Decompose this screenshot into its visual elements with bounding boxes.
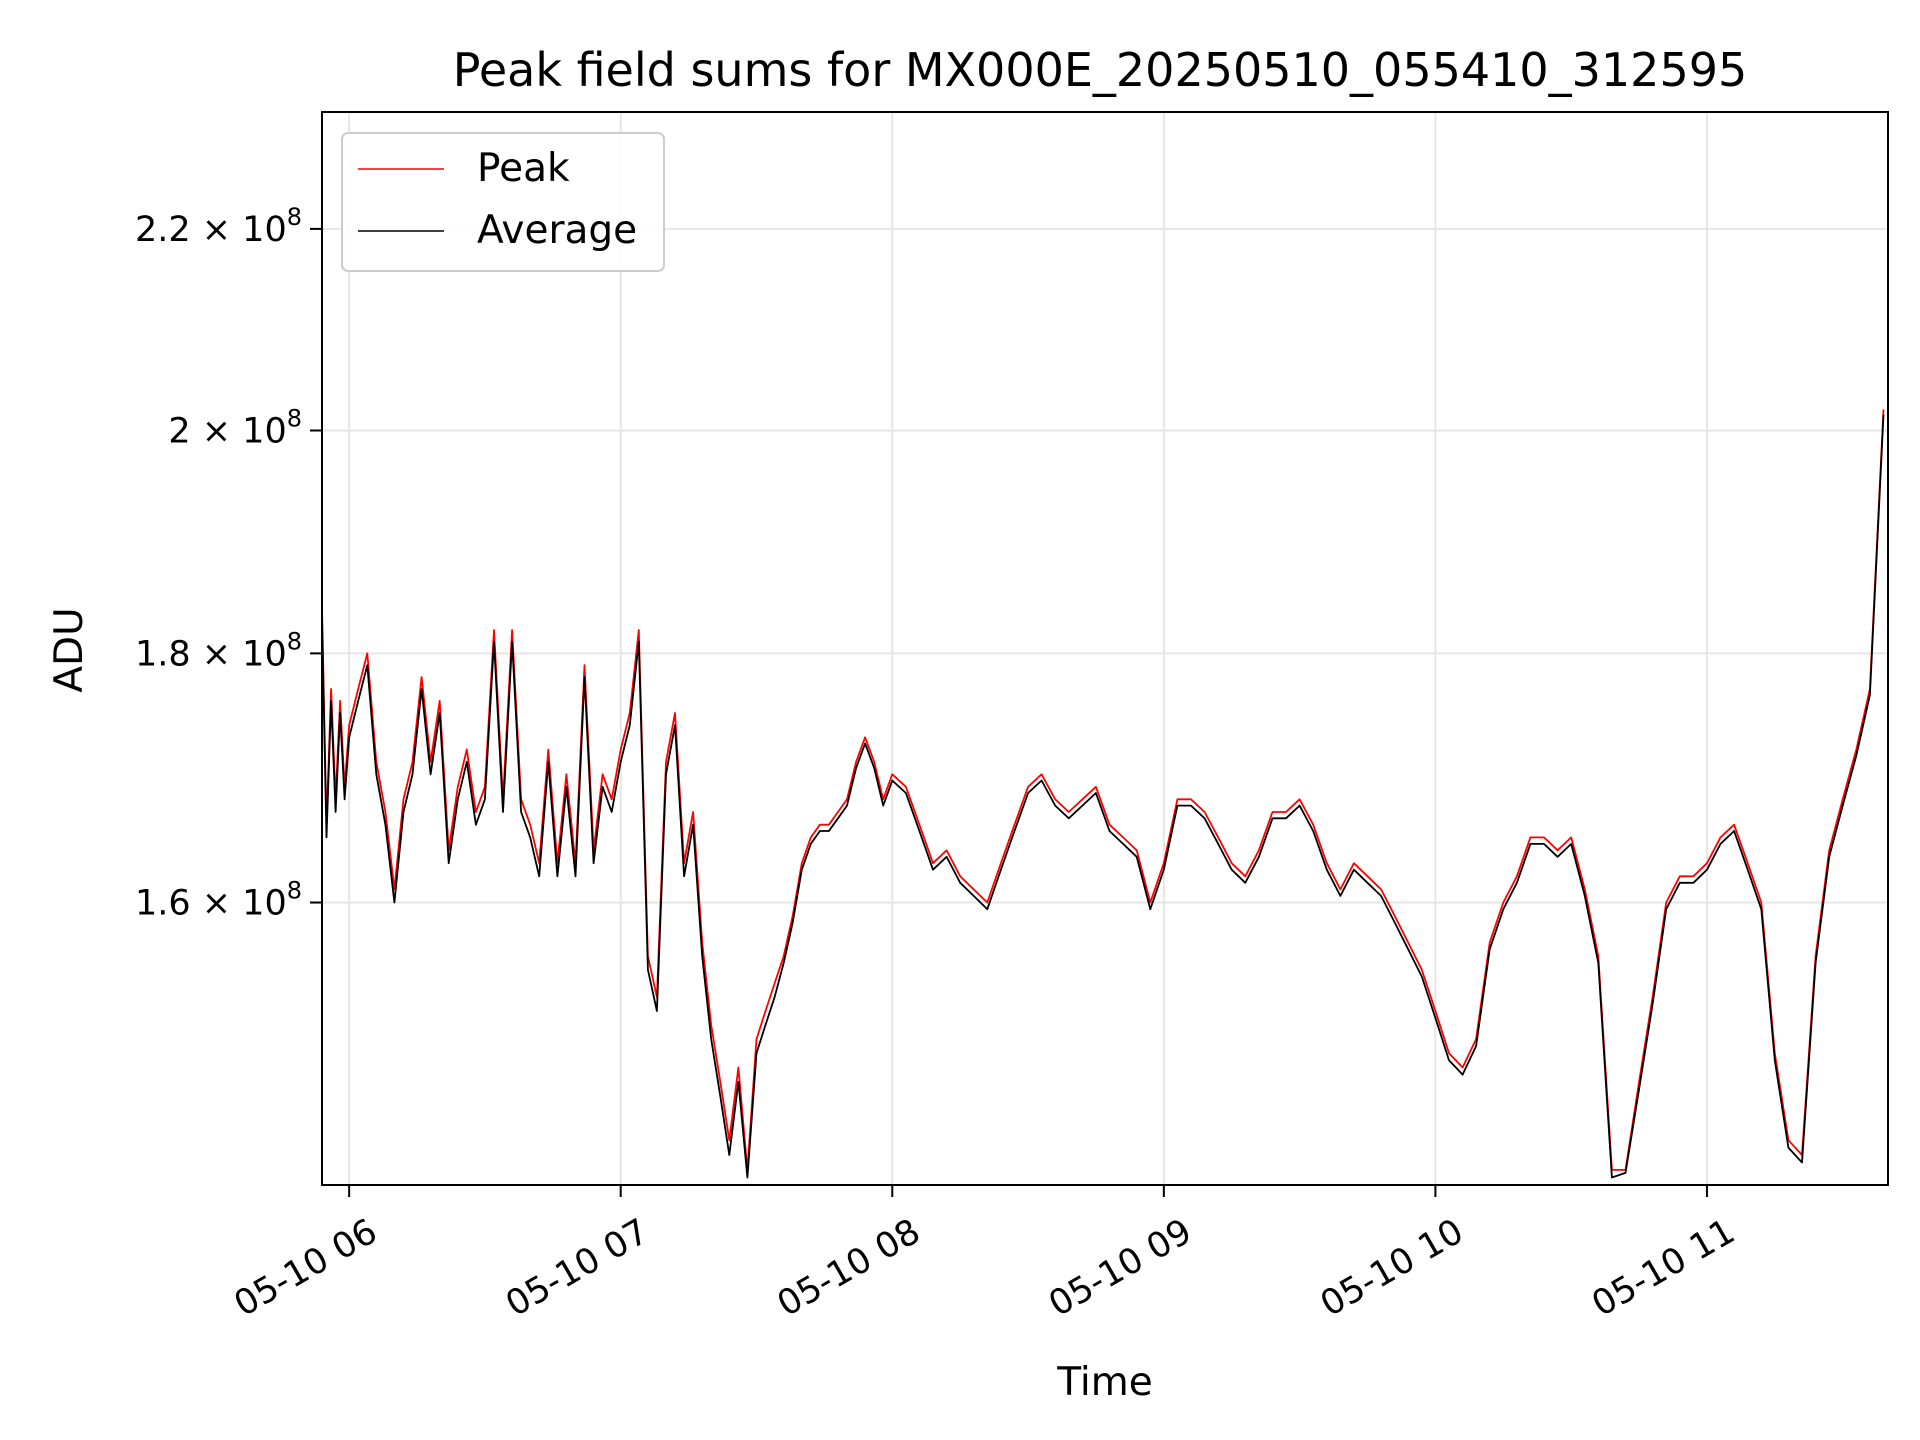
x-axis-label: Time	[1056, 1360, 1152, 1405]
x-tick-label: 05-10 10	[1314, 1212, 1470, 1325]
chart-title: Peak field sums for MX000E_20250510_0554…	[453, 43, 1748, 97]
legend-label-average: Average	[477, 208, 637, 253]
y-tick-label: 2 × 108	[168, 405, 302, 452]
y-tick-label: 2.2 × 108	[135, 203, 302, 250]
series-line-peak	[322, 409, 1885, 1171]
grid-lines	[322, 112, 1888, 1185]
y-tick-label: 1.6 × 108	[135, 877, 302, 924]
y-axis-ticks: 1.6 × 108 1.8 × 108 2 × 108 2.2 × 108	[135, 203, 322, 924]
plot-area-frame	[321, 111, 1889, 1186]
legend: Peak Average	[341, 132, 665, 272]
x-tick-label: 05-10 07	[499, 1212, 655, 1325]
y-axis-label: ADU	[47, 607, 92, 692]
legend-label-peak: Peak	[477, 146, 570, 191]
series-layer	[322, 409, 1885, 1179]
x-tick-label: 05-10 08	[771, 1212, 927, 1325]
x-tick-label: 05-10 06	[228, 1212, 384, 1325]
y-tick-label: 1.8 × 108	[135, 627, 302, 674]
legend-box	[341, 132, 665, 272]
x-axis-ticks: 05-10 06 05-10 07 05-10 08 05-10 09 05-10 10…	[228, 1185, 1742, 1325]
x-tick-label: 05-10 11	[1586, 1212, 1742, 1325]
x-tick-label: 05-10 09	[1042, 1212, 1198, 1325]
series-line-average	[322, 414, 1885, 1179]
